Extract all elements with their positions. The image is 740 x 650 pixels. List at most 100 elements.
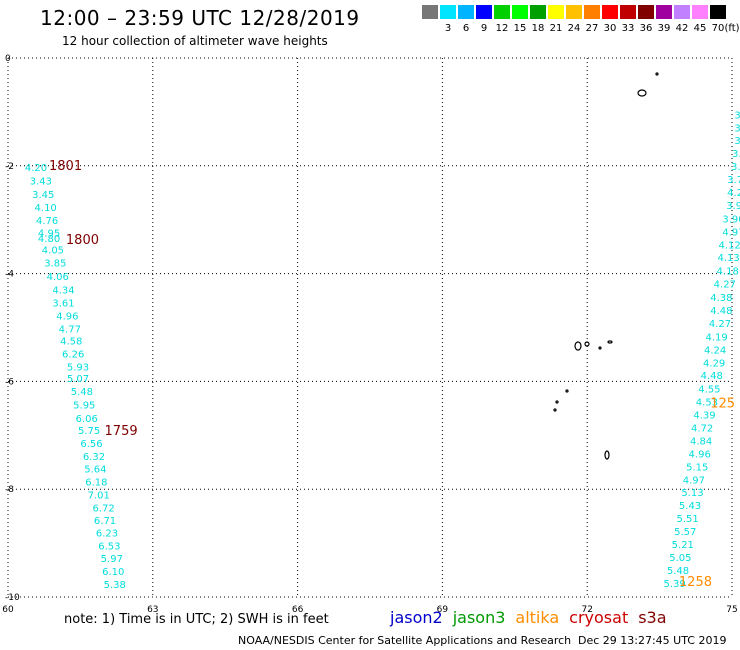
wave-height-value: 3.45 [32,190,54,201]
wave-height-value: 4.53 [696,398,718,409]
wave-height-value: 4.18 [717,267,739,278]
wave-height-value: 5.43 [679,501,701,512]
lon-tick-label: 69 [437,605,449,615]
lat-tick-label: -6 [5,377,14,387]
pass-time-label: 1801 [49,159,82,174]
scale-swatch [458,5,474,19]
wave-height-value: 5.15 [686,462,708,473]
wave-height-value: 6.23 [96,529,118,540]
island-outline [584,341,590,347]
wave-height-value: 4.95 [38,228,60,239]
wave-height-value: 5.48 [71,387,93,398]
lat-tick-label: -10 [5,593,20,603]
wave-height-value: 6.32 [83,452,105,463]
scale-swatch [710,5,726,19]
lat-tick-label: -8 [5,485,14,495]
wave-height-value: 5.21 [672,540,694,551]
wave-height-value: 3.61 [52,298,74,309]
wave-height-value: 5.57 [674,527,696,538]
wave-height-value: 5.95 [73,400,95,411]
wave-height-value: 4.76 [36,216,58,227]
wave-height-value: 6.56 [80,439,102,450]
scale-label: 36 [639,23,653,34]
wave-height-value: 5.39 [663,579,685,590]
wave-height-value: 3.43 [30,177,52,188]
lat-tick-label: -2 [5,162,14,172]
island-outline [655,72,659,76]
satellite-legend: jason2 jason3 altika cryosat s3a [390,608,677,627]
wave-height-value: 6.10 [102,567,124,578]
scale-label: 24 [567,23,581,34]
lon-tick-label: 66 [292,605,304,615]
scale-label: 15 [513,23,527,34]
wave-height-value: 3.7 [727,175,740,186]
pass-time-label: 125 [710,396,735,411]
scale-label: 33 [621,23,635,34]
wave-height-value: 4.96 [689,449,711,460]
scale-label: 18 [531,23,545,34]
wave-height-value: 4.19 [705,332,727,343]
wave-height-value: 6.06 [76,414,98,425]
credit-line: NOAA/NESDIS Center for Satellite Applica… [238,634,572,647]
wave-height-value: 6.53 [98,542,120,553]
wave-height-value: 4.06 [47,272,69,283]
scale-label: 42 [675,23,689,34]
wave-height-value: 4.97 [722,227,740,238]
scale-swatch [494,5,510,19]
wave-height-value: 4.80 [38,234,60,245]
lon-tick-label: 72 [581,605,592,615]
legend-item-cryosat: cryosat [569,608,629,627]
wave-height-value: 3 [734,123,740,134]
scale-label: 6 [462,23,470,34]
wave-height-value: 4.58 [60,337,82,348]
wave-height-value: 4.34 [52,286,74,297]
scale-swatch [638,5,654,19]
scale-swatch [440,5,456,19]
scale-label: 39 [657,23,671,34]
island-outline [553,408,557,412]
scale-swatch [692,5,708,19]
scale-label: 12 [495,23,509,34]
wave-height-value: 5.93 [67,363,89,374]
scale-swatch [566,5,582,19]
footer-note: note: 1) Time is in UTC; 2) SWH is in fe… [64,612,329,627]
wave-height-value: 6.72 [92,503,114,514]
wave-height-value: 4.24 [704,345,726,356]
map-title: 12:00 – 23:59 UTC 12/28/2019 [40,6,360,30]
island-outline [555,400,559,404]
wave-height-value: 4.77 [59,324,81,335]
lon-tick-label: 60 [2,605,14,615]
pass-time-label: 1800 [66,233,99,248]
scale-swatch [422,5,438,19]
island-outline [565,389,569,393]
legend-item-s3a: s3a [638,608,667,627]
wave-height-value: 4.55 [698,385,720,396]
wave-height-value: 5.48 [667,566,689,577]
island-outline [637,89,647,97]
legend-item-jason3: jason3 [452,608,506,627]
scale-swatch [620,5,636,19]
wave-height-value: 3.6 [732,149,740,160]
scale-label: 30 [603,23,617,34]
wave-height-value: 5.97 [101,554,123,565]
wave-height-value: 6.26 [62,350,84,361]
wave-height-value: 4.48 [710,306,732,317]
scale-label: 45 [693,23,707,34]
scale-swatch [548,5,564,19]
scale-label: 21 [549,23,563,34]
island-outline [574,341,582,351]
scale-swatch [602,5,618,19]
pass-time-label: 1258 [679,575,712,590]
lat-tick-label: -4 [5,270,14,280]
island-outline [604,450,610,460]
pass-time-label: 1759 [105,424,138,439]
wave-height-value: 7.01 [88,490,110,501]
wave-height-value: 4.12 [718,240,740,251]
wave-height-value: 5.05 [669,553,691,564]
wave-height-value: 5.75 [78,426,100,437]
wave-height-value: 4.10 [35,203,57,214]
scale-swatch [512,5,528,19]
wave-height-value: 4.05 [42,246,64,257]
wave-height-value: 4.29 [703,358,725,369]
scale-label: 70 [711,23,725,34]
